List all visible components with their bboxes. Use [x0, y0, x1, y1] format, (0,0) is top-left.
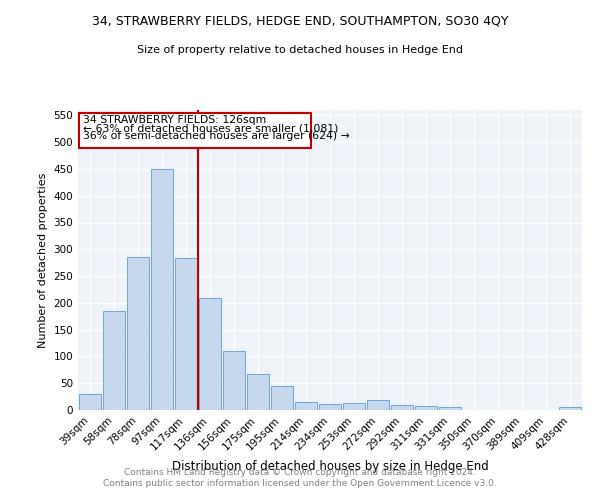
Bar [319, 404, 341, 410]
Bar [391, 404, 413, 410]
Text: Size of property relative to detached houses in Hedge End: Size of property relative to detached ho… [137, 45, 463, 55]
Bar [367, 400, 389, 410]
X-axis label: Distribution of detached houses by size in Hedge End: Distribution of detached houses by size … [172, 460, 488, 473]
Bar [151, 169, 173, 410]
Bar [79, 394, 101, 410]
Bar [103, 311, 125, 410]
Bar [223, 351, 245, 410]
Text: Contains HM Land Registry data © Crown copyright and database right 2024.
Contai: Contains HM Land Registry data © Crown c… [103, 468, 497, 487]
Bar [415, 406, 437, 410]
Bar [79, 112, 311, 148]
Bar [439, 408, 461, 410]
Y-axis label: Number of detached properties: Number of detached properties [38, 172, 48, 348]
Text: 34, STRAWBERRY FIELDS, HEDGE END, SOUTHAMPTON, SO30 4QY: 34, STRAWBERRY FIELDS, HEDGE END, SOUTHA… [92, 15, 508, 28]
Bar [127, 258, 149, 410]
Text: 36% of semi-detached houses are larger (624) →: 36% of semi-detached houses are larger (… [83, 132, 350, 141]
Text: 34 STRAWBERRY FIELDS: 126sqm: 34 STRAWBERRY FIELDS: 126sqm [83, 116, 266, 126]
Bar [271, 386, 293, 410]
Text: ← 63% of detached houses are smaller (1,081): ← 63% of detached houses are smaller (1,… [83, 124, 338, 134]
Bar [343, 403, 365, 410]
Bar [175, 258, 197, 410]
Bar [295, 402, 317, 410]
Bar [559, 408, 581, 410]
Bar [247, 374, 269, 410]
Bar [199, 298, 221, 410]
